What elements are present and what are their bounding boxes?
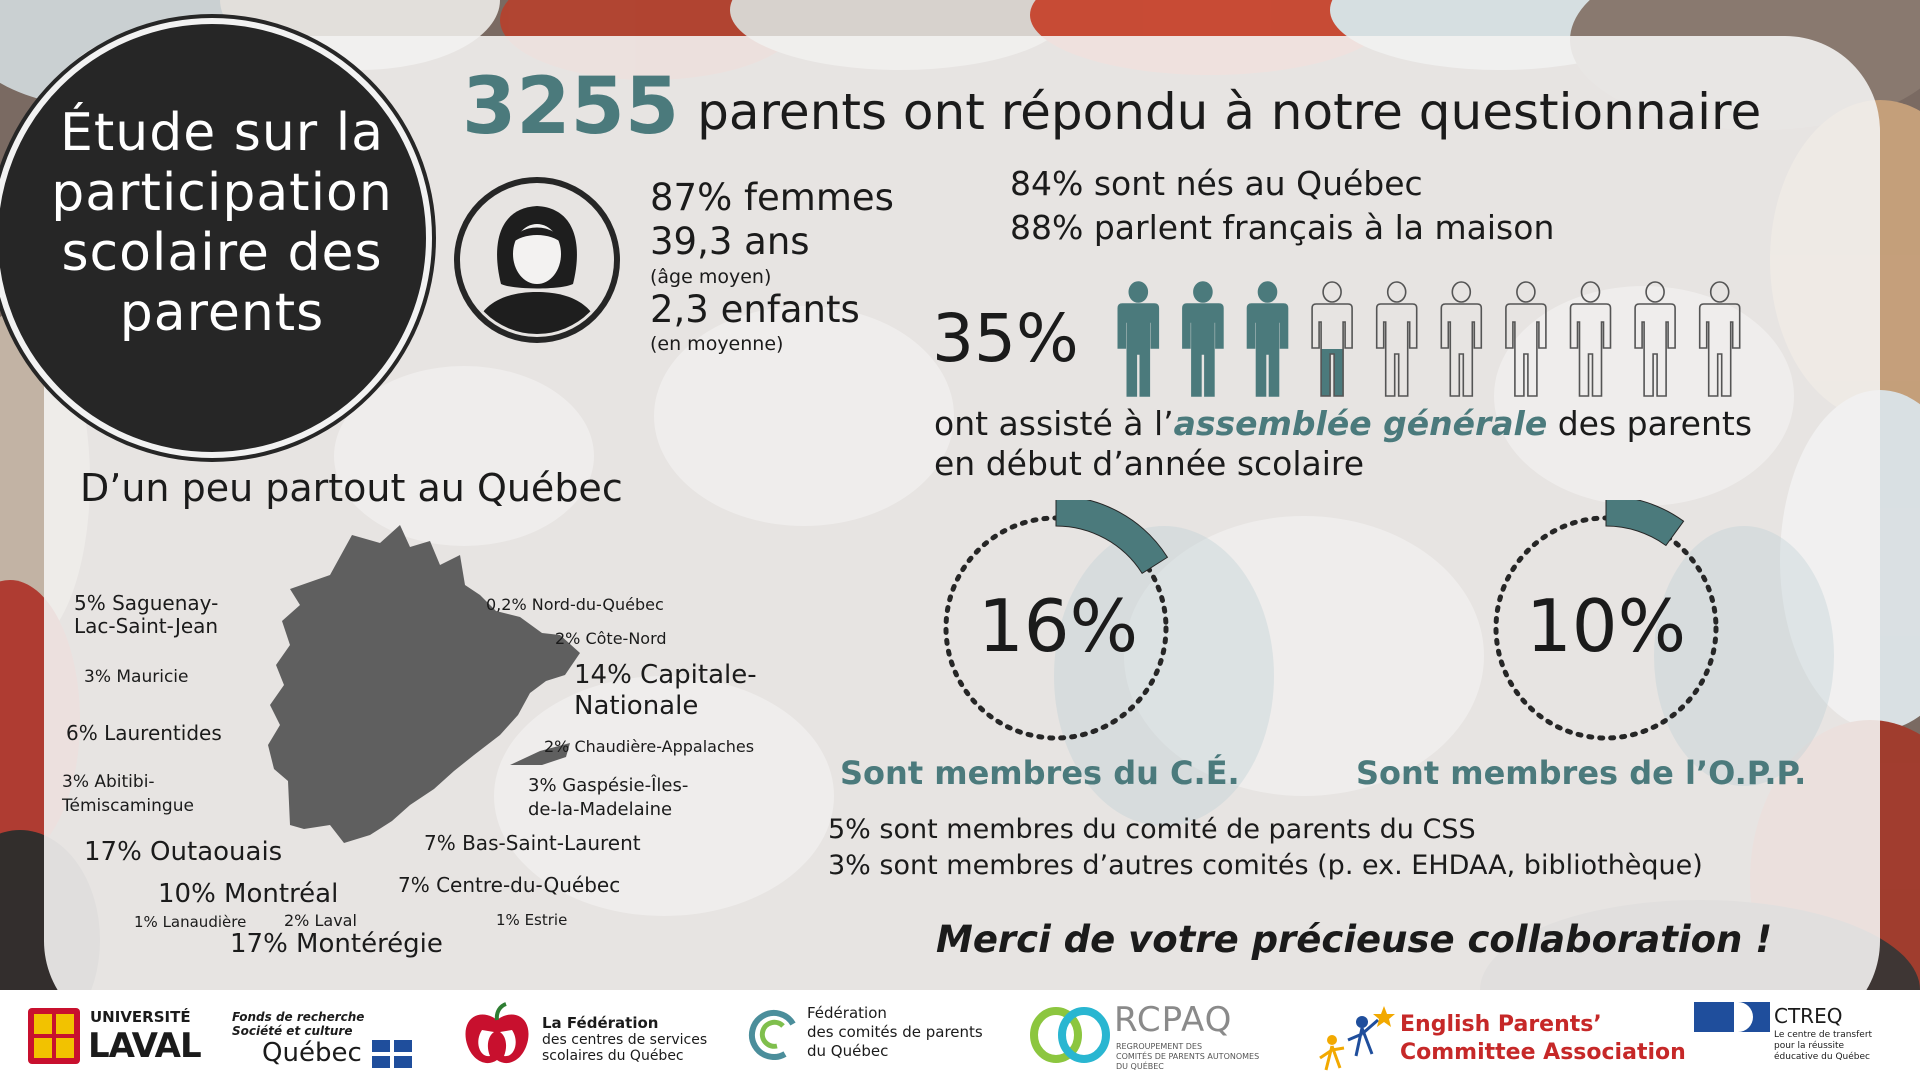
- region-capitale-nationale: 14% Capitale- Nationale: [574, 660, 757, 721]
- quebec-map: [268, 525, 580, 843]
- children-note: (en moyenne): [650, 333, 784, 355]
- opp-label: Sont membres de l’O.P.P.: [1356, 754, 1807, 792]
- quebec-flag-icon: [372, 1040, 412, 1068]
- apple-icon: [465, 1002, 529, 1064]
- logo-frq-societe-culture: Fonds de recherche Société et culture Qu…: [232, 990, 422, 1080]
- fcpq-line3: du Québec: [807, 1042, 889, 1060]
- region-gaspesie: 3% Gaspésie-Îles- de-la-Madelaine: [528, 775, 689, 820]
- age-note: (âge moyen): [650, 266, 772, 288]
- region-abitibi: 3% Abitibi- Témiscamingue: [62, 772, 194, 816]
- respondents-count: 3255: [462, 62, 680, 152]
- epca-figures-icon: [1319, 1006, 1395, 1071]
- assembly-text: ont assisté à l’assemblée générale des p…: [934, 404, 1752, 443]
- region-laurentides: 6% Laurentides: [66, 721, 222, 745]
- born-quebec-stat: 84% sont nés au Québec: [1010, 164, 1423, 203]
- frq-line2: Société et culture: [232, 1024, 353, 1038]
- person-figure: [1569, 281, 1612, 397]
- age-stat: 39,3 ans: [650, 220, 810, 263]
- logo-english-parents-committee-association: English Parents’ Committee Association: [1312, 990, 1686, 1080]
- ce-percent: 16%: [978, 584, 1139, 668]
- rcpaq-line2: REGROUPEMENT DES: [1116, 1042, 1203, 1051]
- opp-ring-chart: [1493, 500, 1719, 741]
- person-figure: [1634, 281, 1676, 397]
- logo-universite-laval: UNIVERSITÉ LAVAL: [26, 990, 202, 1080]
- logo-ctreq: CTREQ Le centre de transfert pour la réu…: [1694, 990, 1904, 1080]
- regions-title: D’un peu partout au Québec: [80, 466, 623, 510]
- rcpaq-line1: RCPAQ: [1114, 1000, 1233, 1040]
- person-figure: [1440, 281, 1483, 397]
- partner-logos-bar: UNIVERSITÉ LAVAL Fonds de recherche Soci…: [0, 990, 1920, 1080]
- assembly-text-after: des parents: [1547, 404, 1753, 443]
- region-lanaudiere: 1% Lanaudière: [134, 913, 247, 931]
- region-mauricie: 3% Mauricie: [84, 667, 189, 687]
- region-montreal: 10% Montréal: [158, 879, 339, 909]
- fcpq-swirl-icon: [748, 1009, 796, 1060]
- laval-line2: LAVAL: [88, 1026, 202, 1066]
- page-title: Étude sur la participation scolaire des …: [51, 103, 393, 343]
- region-outaouais: 17% Outaouais: [84, 837, 283, 867]
- css-committee-stat: 5% sont membres du comité de parents du …: [828, 814, 1476, 845]
- logo-fcpq: Fédération des comités de parents du Qué…: [745, 990, 995, 1080]
- headline: 3255 parents ont répondu à notre question…: [462, 58, 1762, 152]
- opp-ring-arc: [1605, 500, 1685, 547]
- region-saguenay: 5% Saguenay- Lac-Saint-Jean: [74, 591, 219, 638]
- ce-label: Sont membres du C.É.: [840, 754, 1240, 792]
- french-home-stat: 88% parlent français à la maison: [1010, 208, 1555, 247]
- epca-line1: English Parents’: [1400, 1012, 1602, 1037]
- frq-line1: Fonds de recherche: [232, 1010, 365, 1024]
- laval-shield-icon: [28, 1008, 80, 1064]
- opp-percent: 10%: [1526, 584, 1687, 668]
- region-laval: 2% Laval: [284, 911, 357, 930]
- ce-ring-arc: [1055, 500, 1169, 575]
- fcpq-line2: des comités de parents: [807, 1023, 983, 1041]
- ctreq-mark-icon: [1694, 1002, 1770, 1032]
- person-figure: [1375, 281, 1418, 397]
- ctreq-line4: éducative du Québec: [1774, 1052, 1870, 1062]
- region-centre-du-quebec: 7% Centre-du-Québec: [398, 873, 621, 897]
- person-figure: [1182, 281, 1224, 397]
- region-chaudiere-appalaches: 2% Chaudière-Appalaches: [544, 737, 755, 756]
- laval-line1: UNIVERSITÉ: [90, 1008, 191, 1026]
- region-cote-nord: 2% Côte-Nord: [555, 629, 667, 648]
- assembly-text-before: ont assisté à l’: [934, 404, 1174, 443]
- person-figure: [1311, 281, 1353, 397]
- title-circle: Étude sur la participation scolaire des …: [0, 18, 432, 458]
- ctreq-line1: CTREQ: [1774, 1004, 1843, 1028]
- person-figure: [1505, 281, 1547, 397]
- people-pictogram: [1117, 281, 1741, 397]
- ce-ring-chart: [943, 500, 1169, 741]
- children-stat: 2,3 enfants: [650, 288, 860, 331]
- panel-decoration: [334, 286, 1834, 916]
- assembly-highlight: assemblée générale: [1173, 404, 1548, 443]
- region-bas-saint-laurent: 7% Bas-Saint-Laurent: [424, 831, 641, 855]
- logo-rcpaq: RCPAQ REGROUPEMENT DES COMITÉS DE PARENT…: [1030, 990, 1280, 1080]
- person-figure: [1117, 281, 1160, 397]
- region-nord-du-quebec: 0,2% Nord-du-Québec: [486, 595, 664, 614]
- fcss-line3: scolaires du Québec: [542, 1048, 684, 1064]
- person-figure: [1698, 281, 1741, 397]
- assembly-percent: 35%: [932, 300, 1079, 377]
- fcss-line2: des centres de services: [542, 1032, 708, 1048]
- fcss-line1: La Fédération: [542, 1014, 659, 1032]
- frq-line3: Québec: [262, 1038, 362, 1068]
- ctreq-line2: Le centre de transfert: [1774, 1030, 1873, 1040]
- region-estrie: 1% Estrie: [496, 911, 568, 929]
- region-monteregie: 17% Montérégie: [230, 929, 443, 959]
- thanks-message: Merci de votre précieuse collaboration !: [936, 918, 1773, 961]
- rcpaq-infinity-icon: [1030, 1007, 1110, 1063]
- other-committee-stat: 3% sont membres d’autres comités (p. ex.…: [828, 850, 1703, 881]
- rcpaq-line3: COMITÉS DE PARENTS AUTONOMES: [1116, 1052, 1260, 1061]
- person-figure: [1246, 281, 1289, 397]
- logo-federation-centres-services: La Fédération des centres de services sc…: [462, 990, 712, 1080]
- ctreq-line3: pour la réussite: [1774, 1041, 1845, 1051]
- epca-line2: Committee Association: [1400, 1040, 1686, 1065]
- fcpq-line1: Fédération: [807, 1004, 887, 1022]
- assembly-text-line2: en début d’année scolaire: [934, 444, 1365, 483]
- rcpaq-line4: DU QUÉBEC: [1116, 1062, 1164, 1071]
- women-stat: 87% femmes: [650, 176, 894, 219]
- headline-text: parents ont répondu à notre questionnair…: [697, 83, 1762, 141]
- woman-avatar-icon: [454, 177, 620, 343]
